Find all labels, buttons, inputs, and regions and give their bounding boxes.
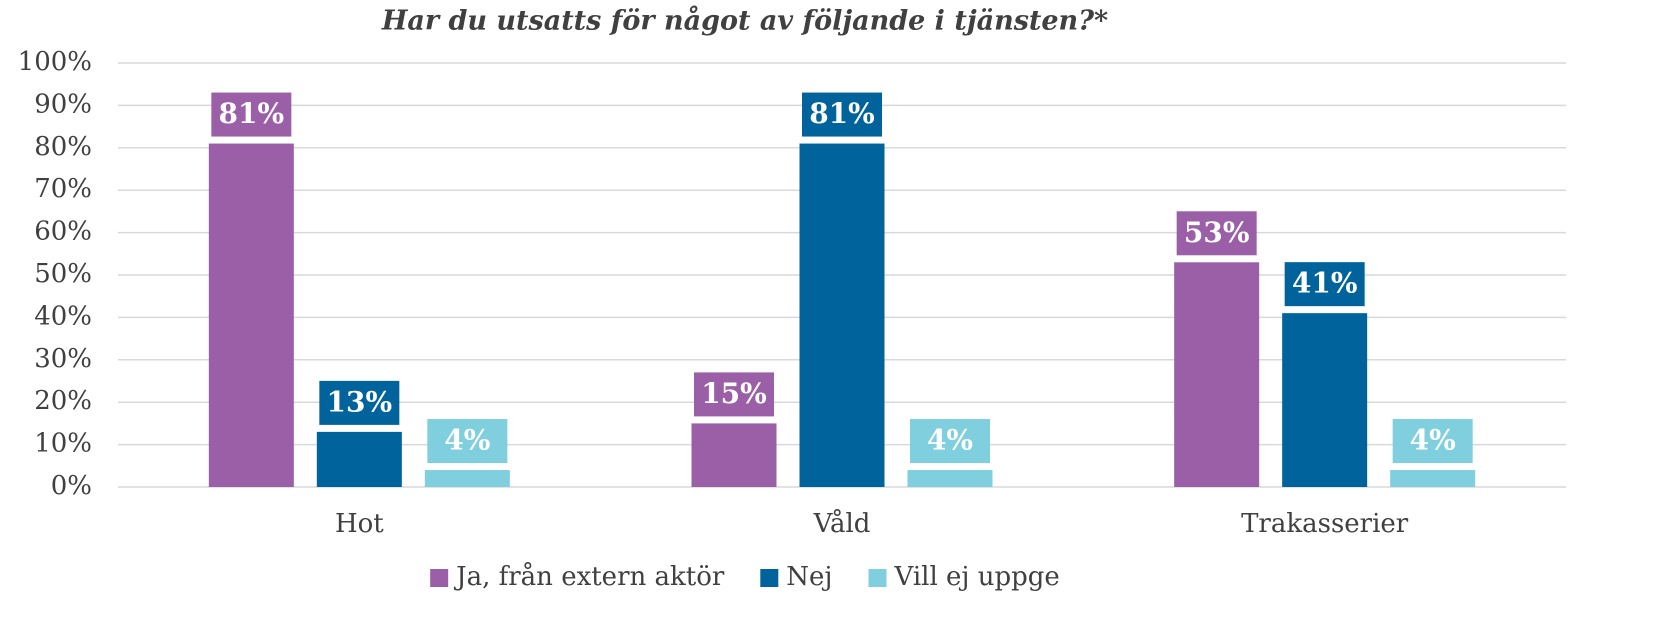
legend-swatch: [868, 569, 887, 587]
data-label: 81%: [219, 97, 285, 130]
x-tick-label: Trakasserier: [1241, 509, 1409, 539]
data-label-box: [1392, 419, 1473, 464]
y-tick-label: 100%: [18, 47, 92, 77]
y-tick-label: 90%: [34, 89, 92, 119]
chart-title: Har du utsatts för något av följande i t…: [381, 4, 1108, 37]
data-label: 4%: [1410, 424, 1456, 457]
bar: [424, 470, 510, 487]
data-label: 4%: [927, 424, 973, 457]
data-label: 15%: [701, 377, 767, 410]
y-tick-label: 70%: [34, 174, 92, 204]
y-tick-label: 40%: [34, 301, 92, 331]
legend-swatch: [430, 569, 449, 587]
data-label: 81%: [809, 97, 875, 130]
data-label: 4%: [444, 424, 490, 457]
x-tick-label: Hot: [335, 509, 384, 539]
y-tick-label: 50%: [34, 259, 92, 289]
data-label: 53%: [1184, 216, 1250, 249]
data-label-box: [1176, 211, 1257, 256]
bar: [691, 423, 777, 487]
bar: [208, 143, 294, 487]
bar: [1390, 470, 1476, 487]
bar: [1174, 262, 1260, 487]
y-tick-label: 20%: [34, 386, 92, 416]
legend-label: Ja, från extern aktör: [453, 561, 725, 592]
data-label: 41%: [1292, 267, 1358, 300]
data-label-box: [694, 372, 774, 417]
data-label-box: [427, 419, 508, 464]
bar: [799, 143, 885, 487]
data-label-box: [319, 380, 400, 425]
legend-label: Nej: [786, 562, 832, 592]
bar: [907, 470, 993, 487]
data-label-box: [211, 92, 292, 137]
y-tick-label: 80%: [34, 132, 92, 162]
data-label-box: [1284, 262, 1365, 307]
y-tick-label: 10%: [34, 429, 92, 459]
data-label-box: [910, 419, 990, 464]
legend-label: Vill ej uppge: [894, 562, 1060, 592]
data-label-box: [802, 92, 882, 137]
data-label: 13%: [327, 385, 393, 418]
x-tick-label: Våld: [813, 508, 871, 539]
legend-swatch: [760, 569, 779, 587]
y-tick-label: 0%: [51, 471, 92, 501]
y-tick-label: 60%: [34, 217, 92, 247]
y-tick-label: 30%: [34, 344, 92, 374]
bar: [1282, 313, 1368, 487]
bar: [316, 431, 402, 487]
